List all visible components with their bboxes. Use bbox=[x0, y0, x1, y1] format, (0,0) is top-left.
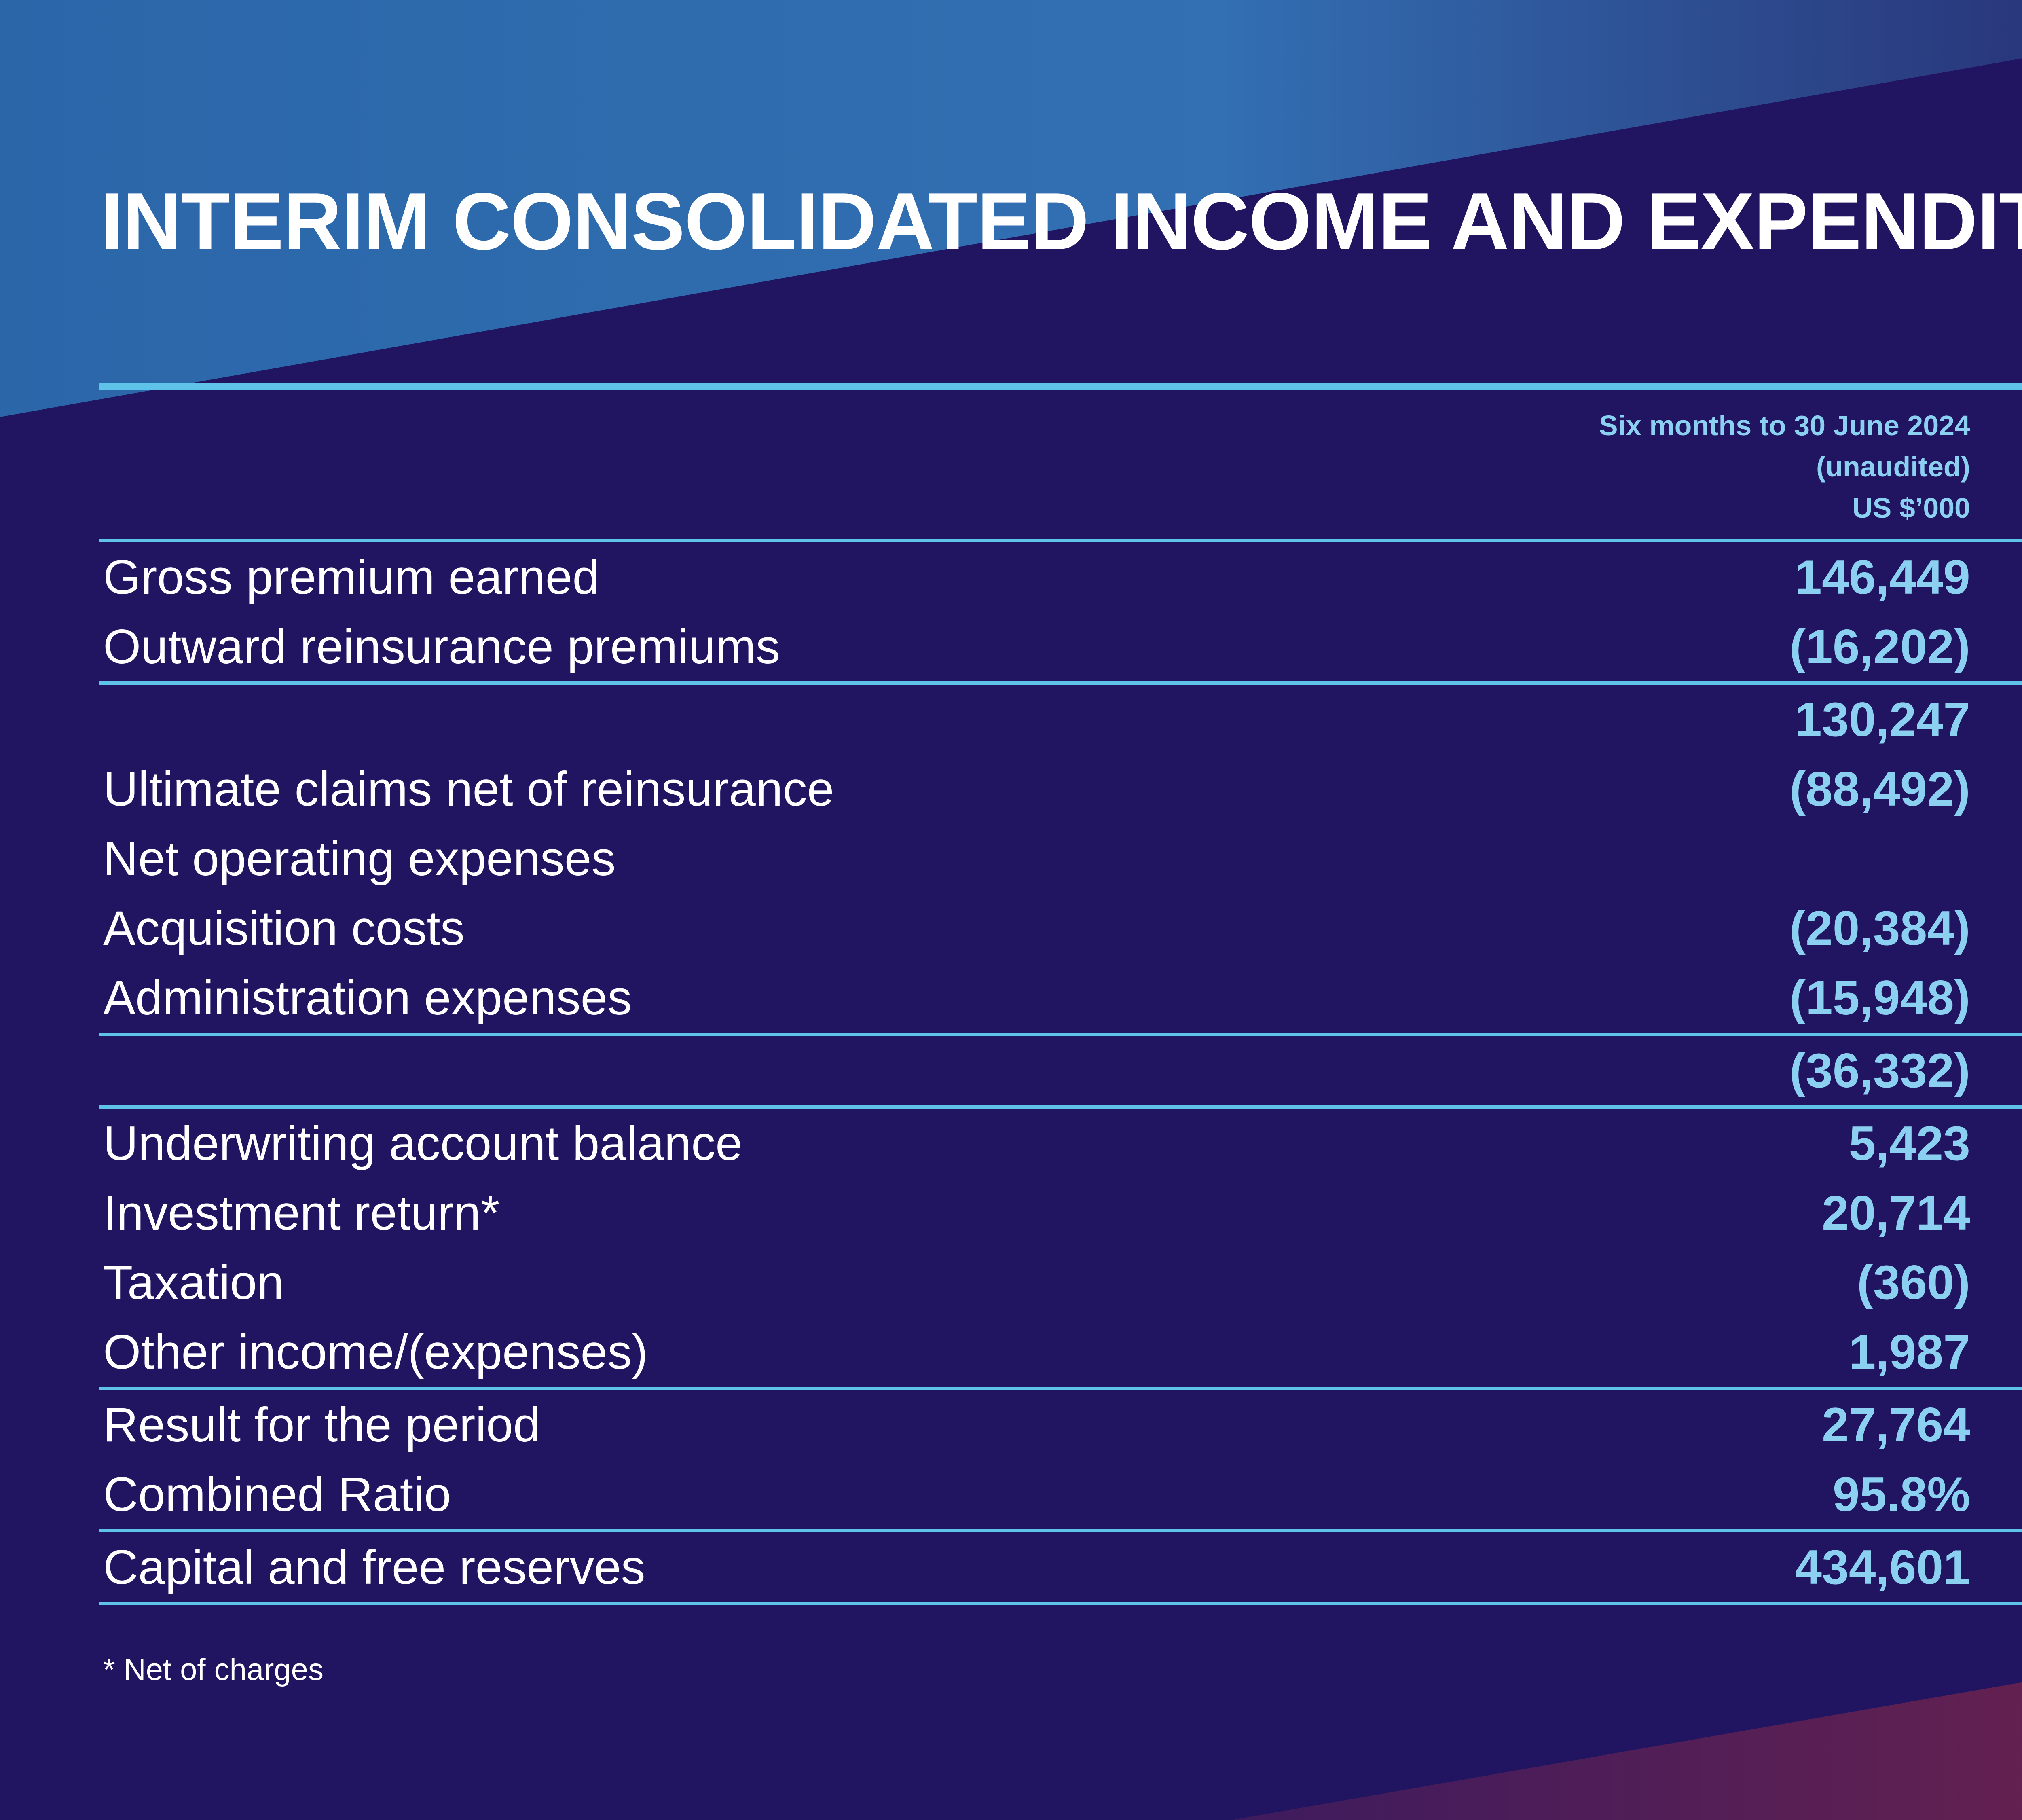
row-value-jun-2024: (15,948) bbox=[1789, 971, 1970, 1025]
table-row: Outward reinsurance premiums (16,202)(16,… bbox=[99, 612, 2022, 681]
row-value-jun-2024: 146,449 bbox=[1795, 550, 1970, 604]
row-value-jun-2024: 20,714 bbox=[1821, 1186, 1970, 1240]
header-col-jun-2024: Six months to 30 June 2024 (unaudited) U… bbox=[1404, 405, 1970, 529]
row-value-jun-2023: 28,917 bbox=[1970, 1185, 2022, 1241]
header-line: US $’000 bbox=[1852, 492, 1970, 524]
row-label: Capital and free reserves bbox=[103, 1540, 645, 1594]
table-row: Net operating expenses bbox=[99, 824, 2022, 893]
row-value-jun-2023: (14,844) bbox=[1970, 970, 2022, 1026]
row-value-jun-2023: (19,086) bbox=[1970, 900, 2022, 956]
row-value-jun-2024: 27,764 bbox=[1821, 1398, 1970, 1452]
row-label: Other income/(expenses) bbox=[103, 1325, 648, 1379]
header-line: (unaudited) bbox=[1970, 446, 2022, 487]
income-expenditure-table: Six months to 30 June 2024 (unaudited) U… bbox=[99, 383, 2022, 1605]
row-value-jun-2023: (16,151) bbox=[1970, 619, 2022, 675]
footnote: * Net of charges bbox=[103, 1653, 324, 1687]
row-value-jun-2024: (20,384) bbox=[1789, 901, 1970, 955]
table-row: Gross premium earned146,449136,982281,26… bbox=[99, 542, 2022, 612]
row-value-jun-2023: 98.5% bbox=[1970, 1467, 2022, 1522]
divider-rule-top bbox=[99, 383, 2022, 390]
row-value-jun-2023: 1,770 bbox=[1970, 1115, 2022, 1171]
header-line: US $’000 bbox=[1970, 487, 2022, 529]
page-title: INTERIM CONSOLIDATED INCOME AND EXPENDIT… bbox=[101, 176, 2022, 267]
row-value-jun-2023: 15 bbox=[1970, 1255, 2022, 1310]
row-label: Net operating expenses bbox=[103, 832, 616, 886]
header-line: (unaudited) bbox=[1816, 451, 1970, 483]
row-value-jun-2023: 120,831 bbox=[1970, 692, 2022, 747]
row-label: Taxation bbox=[103, 1255, 284, 1310]
row-label: Result for the period bbox=[103, 1398, 540, 1452]
table-row: Taxation(360)15(405) bbox=[99, 1248, 2022, 1317]
row-value-jun-2023: (33,930) bbox=[1970, 1043, 2022, 1098]
row-label: Investment return* bbox=[103, 1186, 500, 1240]
header-line: Six months to 30 June 2023 bbox=[1970, 405, 2022, 446]
table-row: 130,247120,831248,871 bbox=[99, 685, 2022, 754]
row-value-jun-2023: 31,501 bbox=[1970, 1397, 2022, 1453]
table-header: Six months to 30 June 2024 (unaudited) U… bbox=[99, 390, 2022, 539]
table-row: Administration expenses(15,948)(14,844)(… bbox=[99, 963, 2022, 1033]
header-spacer bbox=[103, 405, 1404, 529]
row-label: Ultimate claims net of reinsurance bbox=[103, 762, 834, 816]
row-value-jun-2023: (85,131) bbox=[1970, 761, 2022, 817]
table-row: Other income/(expenses)1,98779954 bbox=[99, 1317, 2022, 1387]
row-value-jun-2024: 1,987 bbox=[1849, 1325, 1970, 1379]
row-value-jun-2024: 95.8% bbox=[1832, 1467, 1970, 1522]
row-value-jun-2024: (88,492) bbox=[1789, 762, 1970, 816]
row-value-jun-2024: 5,423 bbox=[1849, 1116, 1970, 1170]
row-value-jun-2023: 368,868 bbox=[1970, 1539, 2022, 1595]
row-label: Administration expenses bbox=[103, 971, 632, 1025]
table-row: Investment return*20,71428,91765,734 bbox=[99, 1178, 2022, 1248]
divider-rule bbox=[99, 1529, 2022, 1532]
row-label: Outward reinsurance premiums bbox=[103, 620, 780, 674]
table-row: Capital and free reserves434,601368,8684… bbox=[99, 1532, 2022, 1602]
table-body: Gross premium earned146,449136,982281,26… bbox=[99, 542, 2022, 1605]
row-value-jun-2024: 434,601 bbox=[1795, 1540, 1970, 1594]
row-value-jun-2024: (36,332) bbox=[1789, 1043, 1970, 1098]
row-label: Acquisition costs bbox=[103, 901, 465, 955]
row-label: Combined Ratio bbox=[103, 1467, 451, 1522]
row-value-jun-2024: 130,247 bbox=[1795, 692, 1970, 747]
row-value-jun-2024: (360) bbox=[1857, 1255, 1970, 1310]
table-row: (36,332)(33,930)(71,000) bbox=[99, 1036, 2022, 1105]
row-value-jun-2023: 799 bbox=[1970, 1324, 2022, 1380]
divider-rule bbox=[99, 1387, 2022, 1390]
row-label: Underwriting account balance bbox=[103, 1116, 742, 1170]
row-value-jun-2024: (16,202) bbox=[1789, 620, 1970, 674]
table-row: Acquisition costs(20,384)(19,086)(39,432… bbox=[99, 893, 2022, 963]
header-line: Six months to 30 June 2024 bbox=[1599, 410, 1970, 441]
divider-rule bbox=[99, 1033, 2022, 1036]
divider-rule-header-bottom bbox=[99, 539, 2022, 542]
table-row: Underwriting account balance5,4231,7704,… bbox=[99, 1109, 2022, 1178]
divider-rule bbox=[99, 1105, 2022, 1109]
divider-rule bbox=[99, 681, 2022, 685]
header-col-jun-2023: Six months to 30 June 2023 (unaudited) U… bbox=[1970, 405, 2022, 529]
divider-rule bbox=[99, 1602, 2022, 1605]
row-value-jun-2023: 136,982 bbox=[1970, 549, 2022, 605]
table-row: Ultimate claims net of reinsurance (88,49… bbox=[99, 754, 2022, 824]
row-label: Gross premium earned bbox=[103, 550, 600, 604]
